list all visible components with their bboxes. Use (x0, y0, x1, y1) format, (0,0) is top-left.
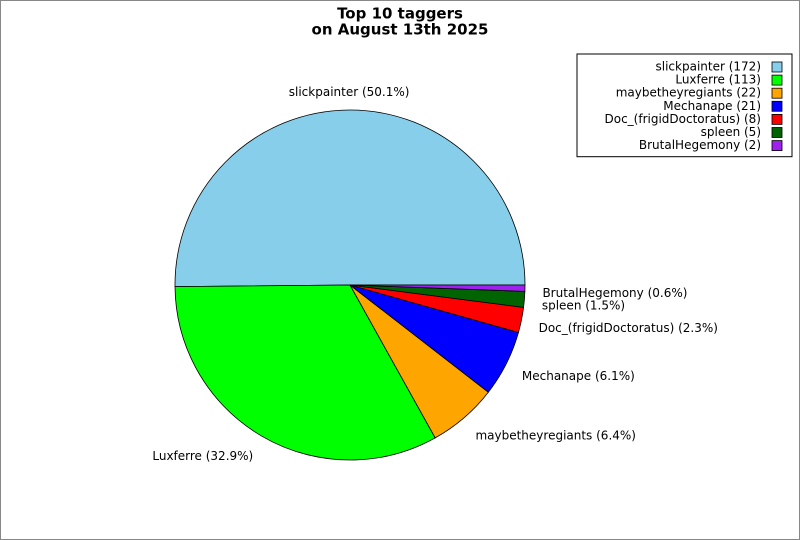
legend-swatch (771, 74, 783, 86)
chart-title: Top 10 taggers (337, 5, 463, 23)
legend-swatch (771, 87, 783, 99)
legend-swatch (771, 114, 783, 125)
legend-label: spleen (5) (701, 125, 761, 139)
legend-box (576, 53, 793, 158)
legend-swatch (771, 100, 783, 112)
slice-label: BrutalHegemony (0.6%) (542, 286, 687, 300)
legend-label: Luxferre (113) (675, 73, 761, 87)
legend-swatch (771, 127, 783, 138)
slice-label: Mechanape (6.1%) (522, 369, 635, 383)
slice-label: Doc_(frigidDoctoratus) (2.3%) (539, 321, 718, 335)
pie-slice (174, 109, 526, 288)
legend-label: slickpainter (172) (656, 60, 761, 74)
slice-label: Luxferre (32.9%) (152, 449, 253, 463)
chart-title: on August 13th 2025 (312, 21, 489, 39)
pie-slice (174, 284, 436, 461)
legend-swatch (771, 140, 783, 152)
slice-label: slickpainter (50.1%) (289, 85, 410, 99)
legend-label: Mechanape (21) (663, 99, 761, 113)
pie-slice (349, 284, 526, 292)
legend-label: Doc_(frigidDoctoratus) (8) (605, 112, 762, 126)
legend-swatch (771, 61, 783, 73)
legend-label: BrutalHegemony (2) (639, 138, 761, 152)
slice-label: spleen (1.5%) (542, 298, 625, 312)
slice-label: maybetheyregiants (6.4%) (475, 429, 636, 443)
legend-label: maybetheyregiants (22) (616, 86, 761, 100)
